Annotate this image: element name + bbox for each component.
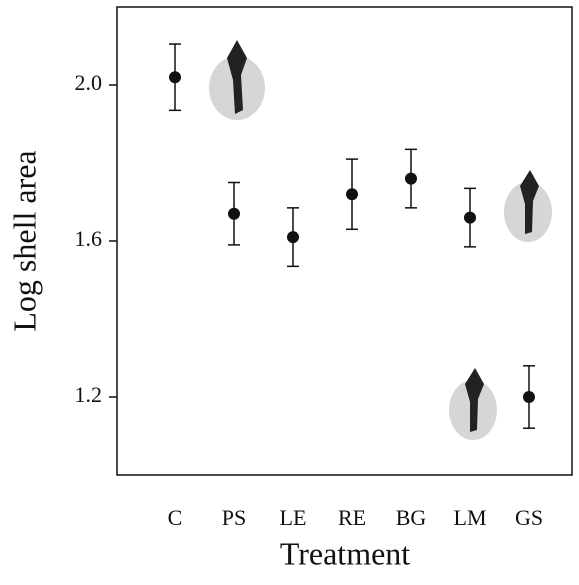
x-tick-label: RE (338, 505, 366, 530)
snail-icon (504, 170, 552, 242)
x-tick-label: LM (454, 505, 487, 530)
point (464, 211, 476, 224)
snail-icon (209, 40, 265, 120)
y-tick-label: 1.2 (75, 382, 103, 407)
y-tick-label: 1.6 (75, 226, 103, 251)
point (287, 231, 299, 244)
x-tick-label: BG (396, 505, 427, 530)
point (523, 391, 535, 403)
x-tick-label: GS (515, 505, 543, 530)
x-tick-label: C (168, 505, 183, 530)
y-axis-label: Log shell area (6, 150, 42, 331)
point (169, 71, 181, 84)
x-axis-label: Treatment (280, 535, 410, 571)
x-tick-label: PS (222, 505, 246, 530)
point (346, 188, 358, 201)
snail-icon (449, 368, 497, 440)
plot-frame (116, 6, 573, 476)
y-tick-label: 2.0 (75, 70, 103, 95)
snail-icons (209, 40, 552, 440)
point (228, 207, 240, 220)
x-tick-label: LE (280, 505, 307, 530)
point (405, 172, 417, 185)
